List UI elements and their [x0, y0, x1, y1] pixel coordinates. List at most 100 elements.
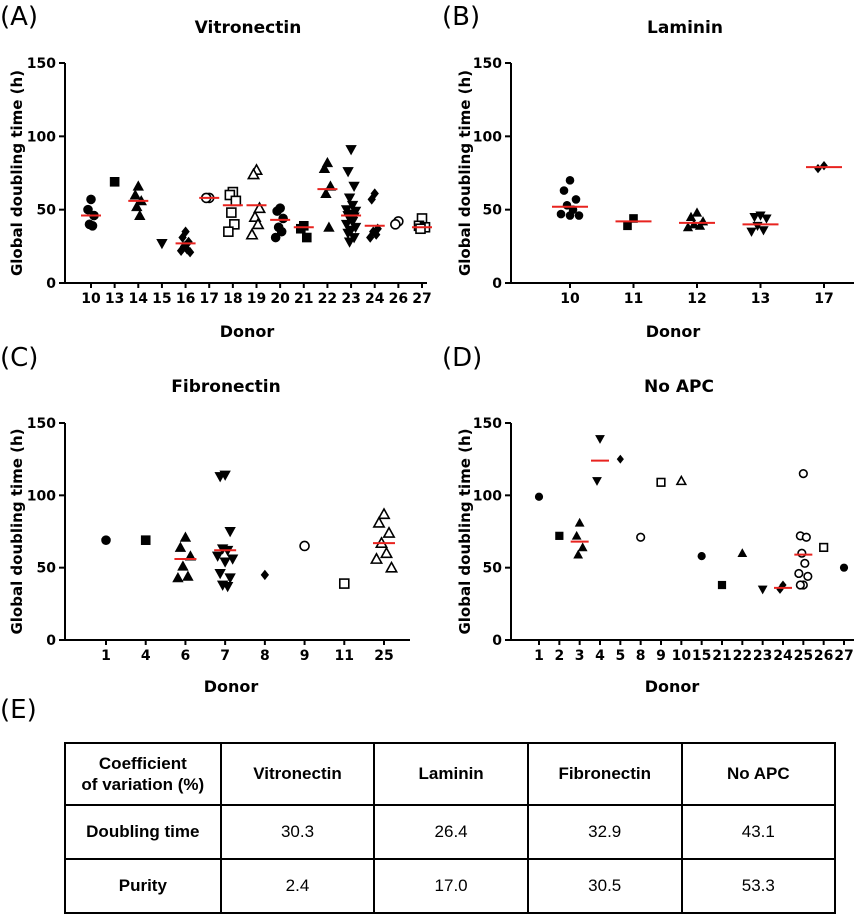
data-point — [749, 213, 760, 223]
donor-group-26 — [390, 216, 404, 230]
y-axis-label: Global doubling time (h) — [8, 428, 26, 634]
data-point — [221, 582, 234, 593]
data-point — [555, 531, 564, 540]
data-point — [697, 551, 706, 561]
table-row: Purity 2.4 17.0 30.5 53.3 — [64, 858, 837, 914]
x-tick-label-donor-25: 25 — [374, 648, 393, 664]
donor-group-11 — [338, 578, 350, 589]
data-point — [798, 469, 808, 479]
data-point — [794, 568, 804, 579]
donor-group-24 — [774, 580, 792, 594]
x-tick-label-donor-17: 17 — [199, 291, 218, 307]
data-point — [295, 223, 306, 234]
data-point — [338, 578, 350, 589]
data-point — [278, 213, 288, 224]
data-point — [534, 492, 544, 501]
cv-cell: 26.4 — [373, 804, 529, 860]
y-tick-label: 150 — [27, 416, 56, 432]
data-point — [795, 580, 805, 590]
data-point — [214, 569, 226, 580]
donor-group-1 — [534, 492, 544, 501]
data-point — [345, 145, 357, 156]
x-tick-label-donor-14: 14 — [129, 291, 149, 307]
chart-title: Vitronectin — [195, 18, 302, 38]
data-point — [226, 207, 237, 218]
donor-group-18 — [222, 186, 243, 237]
x-tick-label-donor-26: 26 — [389, 291, 408, 307]
x-tick-label-donor-26: 26 — [814, 648, 833, 664]
data-point — [87, 221, 98, 231]
data-point — [367, 194, 376, 205]
x-tick-label-donor-9: 9 — [656, 648, 666, 664]
data-point — [595, 435, 605, 444]
data-point — [260, 569, 270, 581]
data-point — [682, 222, 694, 232]
panel-letter-b: (B) — [442, 2, 481, 32]
x-tick-label-donor-3: 3 — [575, 648, 585, 664]
donor-group-21 — [717, 580, 727, 590]
data-point — [320, 187, 332, 198]
x-tick-label-donor-5: 5 — [615, 648, 625, 664]
data-point — [211, 551, 224, 562]
x-axis-label: Donor — [645, 677, 700, 696]
x-tick-label-donor-10: 10 — [81, 291, 101, 307]
data-point — [623, 221, 632, 231]
data-point — [574, 517, 585, 527]
y-tick-label: 150 — [473, 56, 502, 72]
x-tick-label-donor-15: 15 — [692, 648, 711, 664]
x-tick-label-donor-4: 4 — [595, 648, 605, 664]
data-point — [179, 531, 192, 542]
data-point — [301, 232, 312, 243]
donor-group-15 — [156, 238, 168, 250]
x-tick-label-donor-25: 25 — [794, 648, 813, 664]
data-point — [556, 209, 566, 219]
data-point — [629, 214, 638, 223]
table-row: Doubling time 30.3 26.4 32.9 43.1 — [64, 804, 837, 860]
data-point — [299, 540, 310, 552]
x-tick-label-donor-8: 8 — [260, 648, 270, 664]
x-tick-label-donor-11: 11 — [624, 291, 643, 307]
cv-cell: 2.4 — [219, 858, 376, 914]
cv-row-label-doubling-time: Doubling time — [64, 804, 222, 860]
data-point — [839, 563, 849, 572]
y-tick-label: 100 — [473, 129, 502, 145]
data-point — [270, 232, 281, 243]
data-point — [224, 189, 236, 201]
donor-group-23 — [757, 585, 768, 595]
data-point — [573, 549, 584, 559]
x-tick-label-donor-16: 16 — [176, 291, 195, 307]
data-point — [691, 207, 703, 217]
data-point — [172, 572, 184, 583]
y-tick-label: 50 — [483, 561, 503, 577]
data-point — [369, 552, 384, 564]
data-point — [366, 232, 375, 243]
x-tick-label-donor-13: 13 — [105, 291, 124, 307]
data-point — [675, 474, 688, 486]
donor-group-16 — [175, 226, 196, 258]
donor-group-11 — [615, 214, 652, 231]
x-tick-label-donor-21: 21 — [712, 648, 731, 664]
donor-group-9 — [656, 477, 666, 487]
data-point — [184, 550, 197, 561]
donor-group-25 — [369, 507, 399, 573]
data-point — [574, 211, 584, 220]
data-point — [636, 532, 646, 542]
x-tick-label-donor-18: 18 — [223, 291, 242, 307]
donor-group-27 — [412, 213, 432, 235]
panel-letter-a: (A) — [0, 2, 39, 32]
donor-group-4 — [591, 435, 609, 486]
y-tick-label: 150 — [473, 416, 502, 432]
donor-group-24 — [364, 188, 385, 243]
data-point — [390, 219, 401, 230]
y-tick-label: 100 — [473, 488, 502, 504]
donor-group-9 — [299, 540, 310, 552]
data-point — [803, 571, 813, 581]
cv-col-no-apc: No APC — [680, 742, 837, 806]
x-tick-label-donor-4: 4 — [141, 648, 151, 664]
data-point — [230, 195, 242, 207]
y-tick-label: 150 — [27, 56, 56, 72]
data-point — [737, 548, 748, 557]
donor-group-12 — [679, 207, 715, 232]
y-tick-label: 0 — [46, 276, 56, 292]
